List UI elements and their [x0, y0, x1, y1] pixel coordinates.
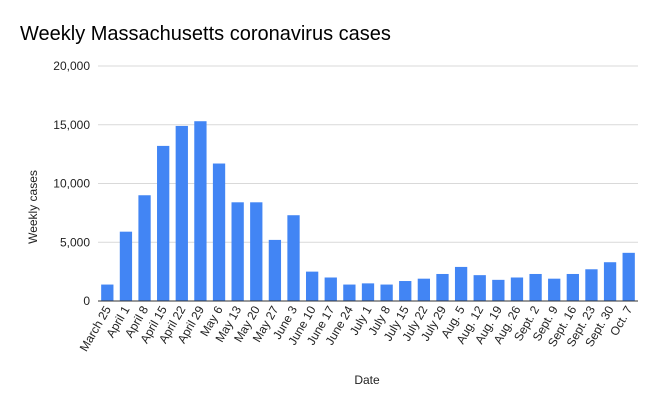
y-tick-label: 15,000: [53, 118, 90, 132]
bar: [157, 145, 170, 301]
bar: [417, 278, 431, 301]
bar: [585, 269, 598, 301]
y-tick-label: 5,000: [60, 235, 90, 249]
y-tick-label: 20,000: [53, 59, 90, 73]
bar: [119, 231, 133, 301]
bar: [305, 271, 319, 301]
chart-title: Weekly Massachusetts coronavirus cases: [20, 23, 391, 45]
bars: [101, 121, 635, 301]
x-axis-title: Date: [354, 373, 380, 387]
bar: [212, 163, 226, 301]
bar: [622, 252, 635, 301]
bar: [138, 195, 151, 301]
bar: [566, 273, 579, 301]
y-tick-label: 0: [83, 294, 90, 308]
bar: [194, 121, 207, 301]
bar: [436, 273, 449, 301]
gridlines: [98, 65, 638, 243]
bar: [548, 278, 561, 301]
bar: [473, 275, 486, 301]
bar: [380, 284, 393, 301]
bar: [343, 284, 356, 301]
bar: [287, 215, 300, 301]
bar: [231, 202, 244, 301]
bar: [268, 239, 282, 301]
y-axis-title: Weekly cases: [26, 170, 40, 244]
bar: [399, 281, 412, 301]
bar: [101, 284, 114, 301]
bar: [529, 273, 542, 301]
bar: [603, 262, 617, 301]
bar: [175, 125, 188, 301]
bar: [361, 283, 375, 301]
bar: [492, 279, 505, 301]
bar: [454, 266, 468, 301]
y-tick-label: 10,000: [53, 177, 90, 191]
bar: [250, 202, 263, 301]
bar: [324, 277, 337, 301]
bar: [510, 277, 524, 301]
y-axis-ticks: 0 5,000 10,000 15,000 20,000: [53, 59, 90, 308]
